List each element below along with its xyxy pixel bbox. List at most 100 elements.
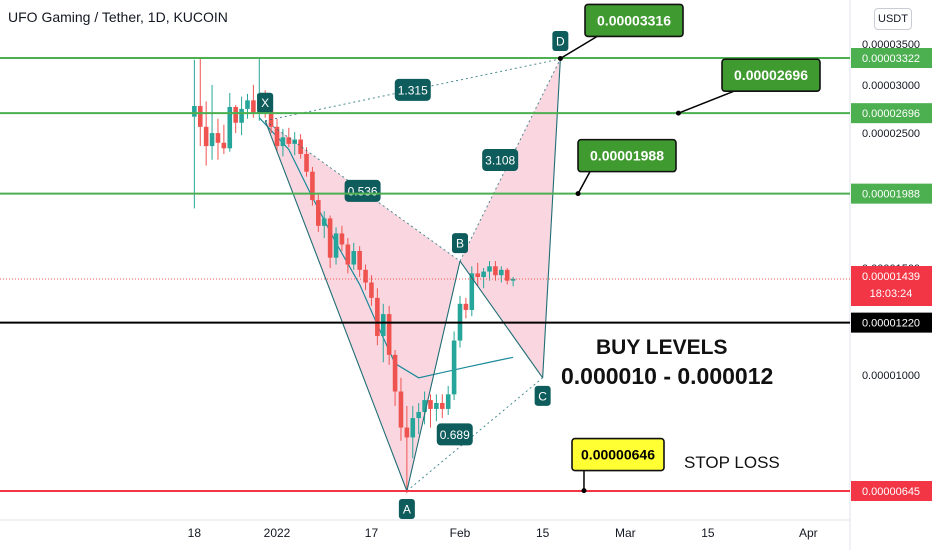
point-label-b: B (456, 237, 464, 251)
buy-levels-range: 0.000010 - 0.000012 (561, 363, 774, 389)
candle-body (469, 273, 475, 310)
candle-body (439, 402, 445, 409)
point-label-box (534, 385, 551, 406)
candle-body (463, 303, 469, 310)
candle-body (215, 133, 221, 143)
callout-leader (577, 171, 591, 194)
pattern-leg-ab (406, 260, 461, 492)
buy-levels-title: BUY LEVELS (596, 336, 728, 359)
x-tick-label: 2022 (264, 526, 291, 540)
callout-box (571, 437, 665, 472)
x-tick-label: 15 (701, 526, 715, 540)
pattern-leg-bc (459, 260, 544, 379)
candle-body (321, 218, 327, 226)
candle-body (310, 171, 315, 201)
callout-anchor-dot (575, 191, 581, 197)
point-label-c: C (538, 389, 547, 403)
candle-body (274, 126, 280, 147)
candle-body (245, 100, 250, 109)
moving-average-line (258, 117, 514, 379)
candle-body (369, 282, 374, 298)
price-axis-label: 0.00002696 (862, 108, 920, 120)
candle-body (475, 273, 481, 278)
candle-body (209, 133, 215, 147)
point-label-box (552, 30, 569, 51)
y-tick-label: 0.00003000 (862, 80, 920, 92)
candle-body (298, 139, 303, 154)
ratio-label-box (482, 149, 519, 172)
x-tick-label: Mar (615, 526, 636, 540)
current-price-label: 0.00001439 (862, 271, 920, 283)
candle-body (510, 278, 516, 281)
price-axis-label-box (851, 103, 932, 124)
x-tick-label: 18 (188, 526, 202, 540)
candle-body (268, 110, 274, 127)
ratio-label-b-d: 3.108 (485, 154, 515, 168)
pattern-leg-xa (264, 120, 408, 492)
callout-box (721, 58, 821, 92)
candle-body (392, 354, 398, 392)
candle-body (280, 137, 286, 147)
callout-leader (559, 35, 598, 60)
candle-body (487, 266, 492, 272)
pattern-xab-triangle (265, 120, 460, 491)
price-axis-label: 0.00001220 (862, 318, 920, 330)
candle-body (233, 106, 238, 123)
candle-body (416, 411, 421, 419)
candle-body (434, 402, 439, 409)
candle-body (304, 153, 309, 172)
candle-body (357, 250, 362, 270)
point-label-box (452, 233, 468, 254)
callout-box (584, 3, 684, 38)
candle-body (327, 218, 333, 258)
chart-title: UFO Gaming / Tether, 1D, KUCOIN (8, 9, 228, 25)
candle-body (363, 269, 368, 283)
candle-body (286, 137, 292, 144)
candle-body (239, 108, 244, 123)
candle-body (386, 314, 392, 355)
callout-anchor-dot (581, 488, 587, 494)
callout-leader (678, 90, 735, 114)
candle-body (451, 340, 457, 395)
ratio-label-box (394, 78, 431, 101)
callout-box (577, 138, 677, 173)
callout-text: 0.00001988 (590, 148, 664, 164)
price-axis-label-box (851, 312, 932, 333)
ratio-label-x-d: 1.315 (398, 83, 428, 97)
candle-body (192, 106, 197, 117)
y-tick-label: 0.00002500 (862, 128, 920, 140)
point-label-box (398, 499, 415, 519)
y-tick-label: 0.00001000 (862, 370, 920, 382)
x-tick-label: 17 (365, 526, 379, 540)
ratio-label-box (436, 423, 473, 446)
candle-body (499, 269, 504, 276)
candle-body (445, 394, 451, 409)
ratio-label-a-c: 0.689 (440, 428, 470, 442)
candle-body (339, 233, 345, 245)
candle-body (197, 106, 203, 127)
candle-body (410, 418, 416, 438)
price-axis-label: 0.00003322 (862, 53, 920, 65)
callout-text: 0.00000646 (581, 447, 655, 463)
pattern-bcd-triangle (460, 58, 561, 378)
candle-body (251, 100, 256, 113)
callout-text: 0.00003316 (597, 12, 671, 28)
currency-button[interactable]: USDT (874, 8, 912, 30)
candle-body (375, 297, 380, 336)
point-label-box (257, 92, 274, 113)
candle-body (351, 250, 357, 265)
ratio-label-box (344, 179, 381, 202)
candle-body (481, 271, 486, 278)
candle-body (316, 200, 321, 226)
point-label-x: X (261, 96, 269, 110)
candle-body (398, 391, 404, 428)
callout-text: 0.00002696 (734, 67, 808, 83)
x-tick-label: 15 (536, 526, 550, 540)
candle-body (428, 400, 433, 409)
point-label-a: A (403, 503, 411, 517)
current-price-label-box (851, 266, 932, 307)
callout-anchor-dot (557, 55, 563, 61)
price-axis-label-box (851, 481, 932, 501)
